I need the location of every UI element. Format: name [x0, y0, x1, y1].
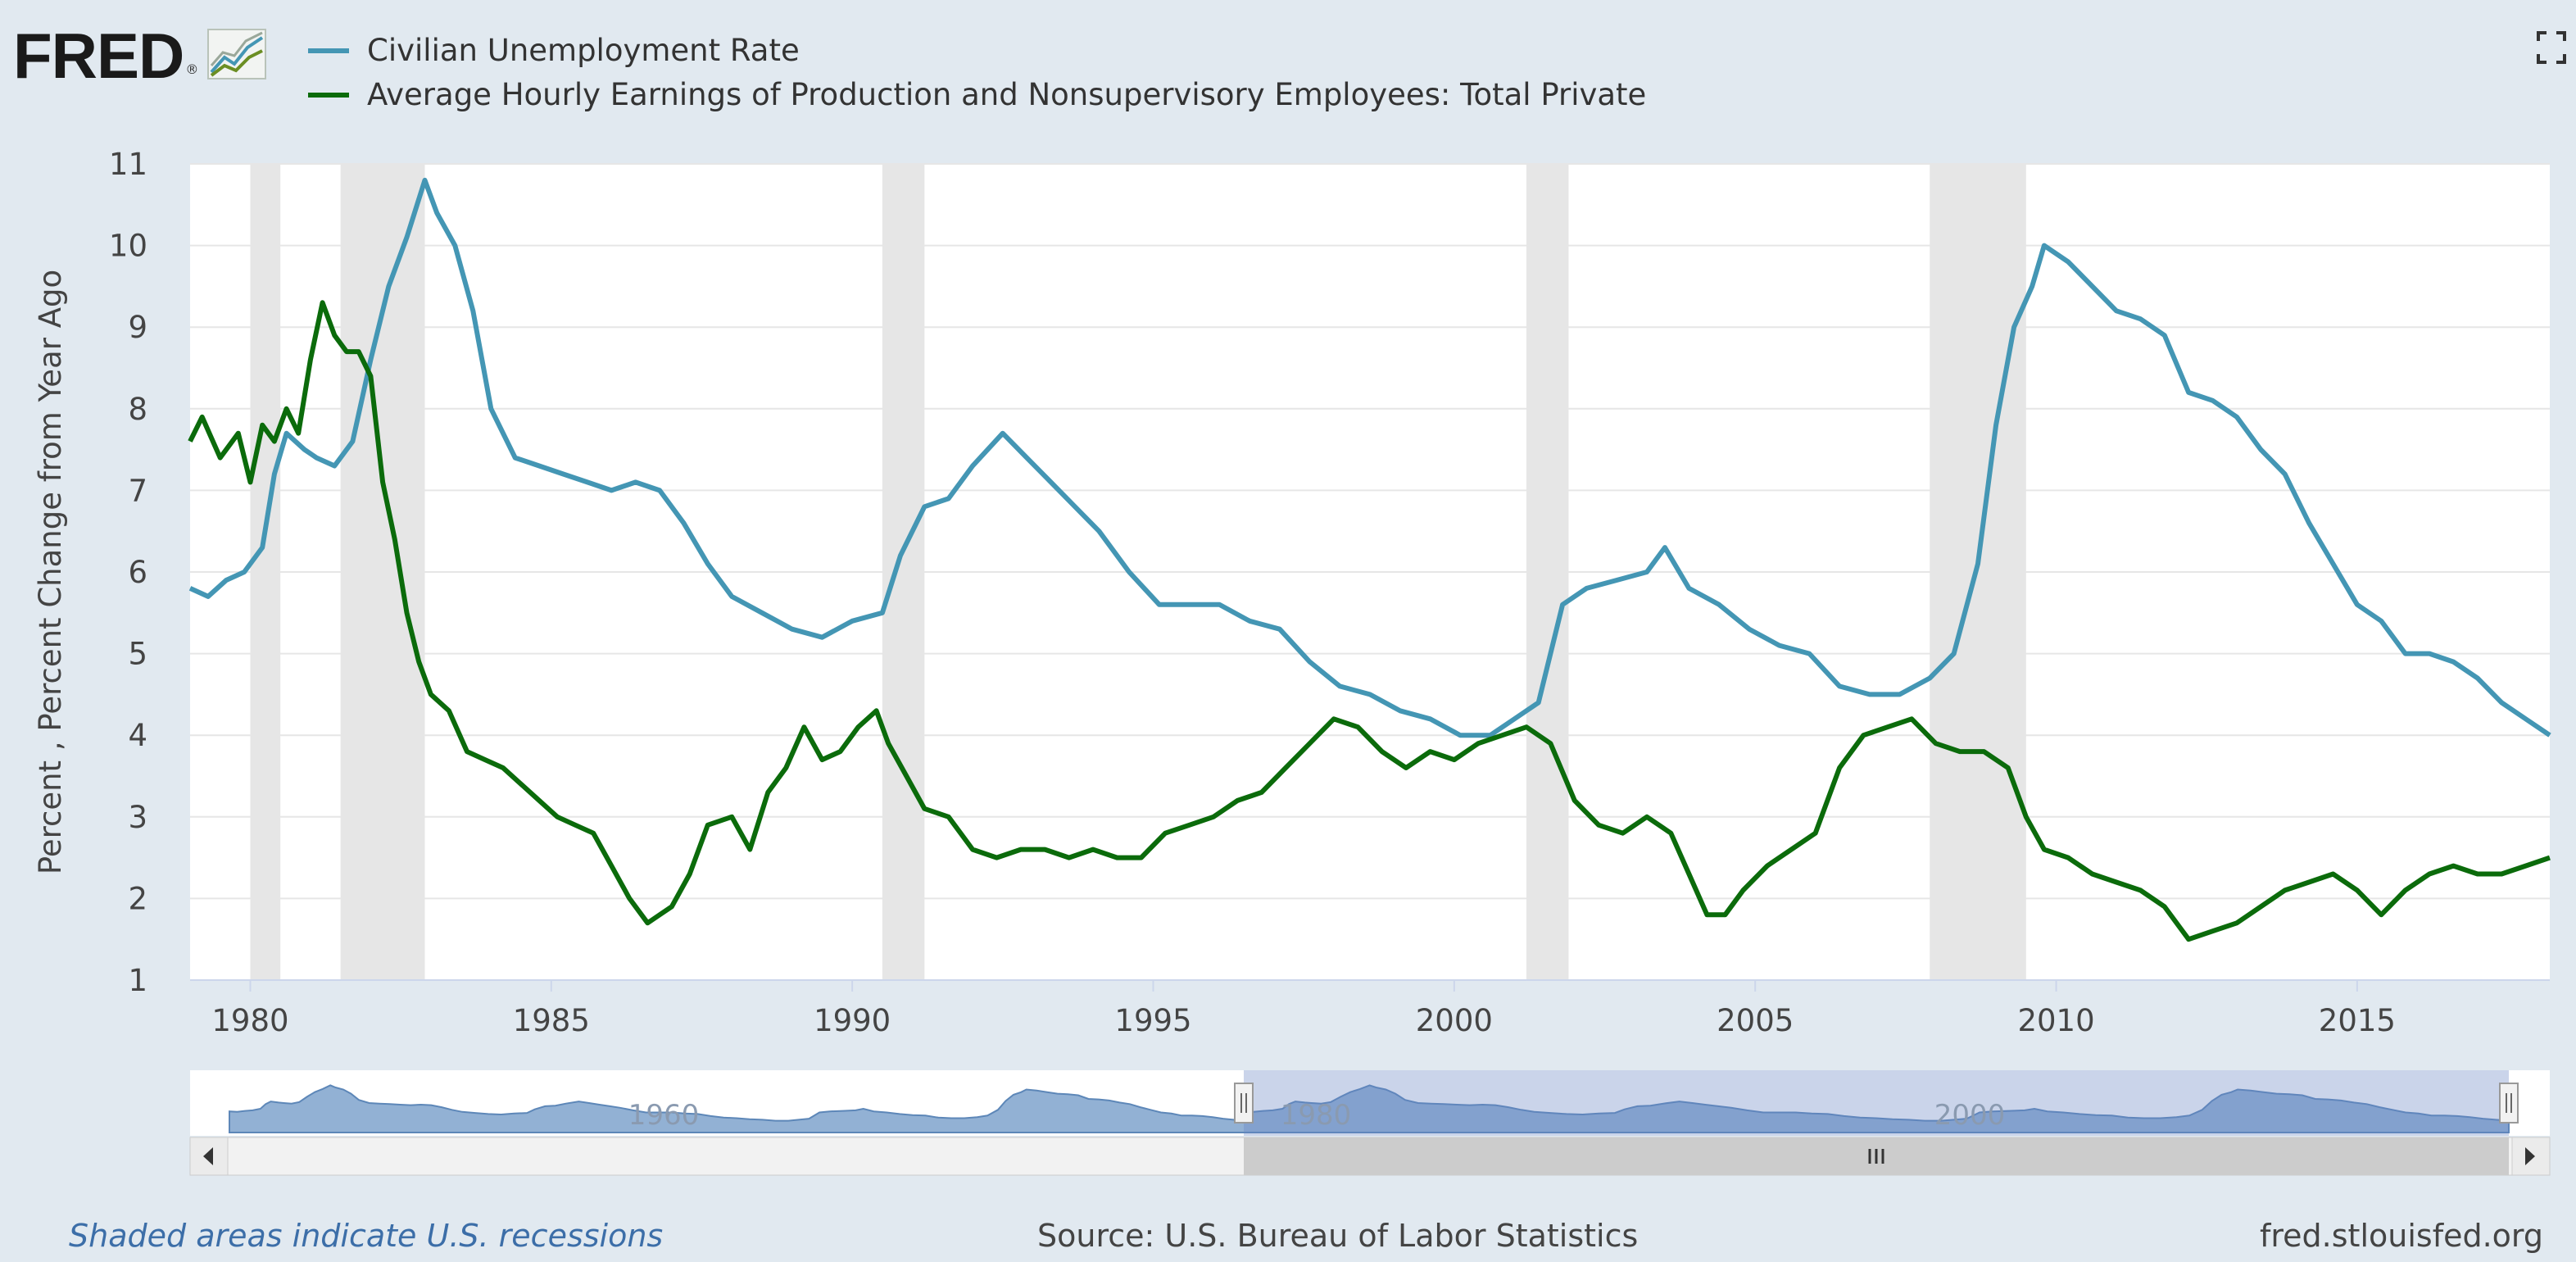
x-tick-label: 2010 [2017, 1003, 2094, 1038]
chart[interactable]: 1980 1985 1990 1995 2000 2005 2010 2015 1 2 3 4 5 6 7… [0, 0, 2576, 1205]
line-chart-icon [206, 26, 269, 85]
registered-mark: ® [185, 61, 199, 77]
y-tick-label: 2 [128, 881, 147, 916]
arrow-right-icon [2525, 1147, 2535, 1165]
navigator-handle-left[interactable] [1234, 1083, 1254, 1124]
y-tick-label: 4 [128, 718, 147, 753]
range-navigator[interactable]: 1960 1980 2000 [189, 1070, 2551, 1176]
scroll-right-button[interactable] [2511, 1137, 2551, 1176]
arrow-left-icon [203, 1147, 213, 1165]
y-tick-label: 5 [128, 637, 147, 672]
x-tick-label: 1980 [211, 1003, 288, 1038]
legend-item-earnings[interactable]: Average Hourly Earnings of Production an… [308, 77, 1646, 112]
y-tick-label: 9 [128, 310, 147, 345]
source-text: Source: U.S. Bureau of Labor Statistics [1037, 1218, 1639, 1254]
x-tick-label: 2005 [1717, 1003, 1794, 1038]
x-tick-label: 1990 [814, 1003, 891, 1038]
fred-logo-text: FRED [13, 20, 184, 92]
fred-url[interactable]: fred.stlouisfed.org [2260, 1218, 2543, 1254]
navigator-handle-right[interactable] [2499, 1083, 2519, 1124]
navigator-label-1960: 1960 [628, 1099, 700, 1132]
fullscreen-icon[interactable] [2537, 31, 2566, 67]
legend-label-unemployment: Civilian Unemployment Rate [367, 33, 800, 68]
recession-note[interactable]: Shaded areas indicate U.S. recessions [69, 1218, 664, 1254]
x-tick-label: 1985 [513, 1003, 590, 1038]
y-axis-label: Percent , Percent Change from Year Ago [33, 270, 68, 874]
y-tick-label: 10 [109, 229, 147, 264]
navigator-label-1980: 1980 [1281, 1099, 1352, 1132]
y-tick-label: 6 [128, 555, 147, 590]
fred-logo[interactable]: FRED ® [13, 23, 269, 89]
legend-swatch-unemployment [308, 48, 349, 53]
x-tick-label: 2015 [2319, 1003, 2396, 1038]
series-line-earnings [188, 300, 2551, 942]
y-tick-label: 11 [109, 147, 147, 182]
x-tick-label: 2000 [1416, 1003, 1493, 1038]
legend-item-unemployment[interactable]: Civilian Unemployment Rate [308, 33, 800, 68]
y-tick-label: 3 [128, 800, 147, 835]
navigator-selection[interactable] [1244, 1070, 2509, 1136]
series-line-unemployment [188, 177, 2551, 738]
legend-swatch-earnings [308, 92, 349, 98]
y-tick-label: 7 [128, 473, 147, 508]
y-tick-label: 1 [128, 963, 147, 998]
legend-label-earnings: Average Hourly Earnings of Production an… [367, 77, 1647, 112]
grip-icon [1868, 1149, 1884, 1164]
x-tick-label: 1995 [1114, 1003, 1191, 1038]
navigator-label-2000: 2000 [1934, 1099, 2006, 1132]
scroll-left-button[interactable] [189, 1137, 229, 1176]
y-tick-label: 8 [128, 392, 147, 427]
